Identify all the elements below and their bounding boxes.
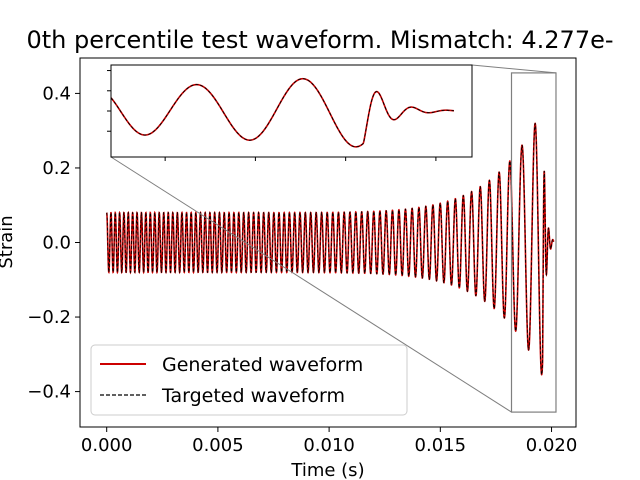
legend: Generated waveform Targeted waveform	[90, 344, 408, 416]
zoom-connector-top	[471, 64, 557, 74]
x-tick-label: 0.015	[415, 435, 467, 456]
x-tick-label: 0.010	[303, 435, 355, 456]
chart-title: 0th percentile test waveform. Mismatch: …	[26, 26, 613, 54]
y-tick-label: −0.4	[27, 382, 71, 403]
x-tick-label: 0.020	[526, 435, 578, 456]
zoom-indicator	[110, 64, 557, 413]
y-axis-label: Strain	[0, 215, 17, 268]
inset-plot-lines	[110, 77, 455, 148]
legend-label-targeted: Targeted waveform	[161, 385, 345, 407]
x-tick-label: 0.000	[81, 435, 133, 456]
x-tick-label: 0.005	[192, 435, 244, 456]
legend-label-generated: Generated waveform	[162, 354, 363, 376]
y-tick-label: 0.0	[42, 233, 71, 254]
zoom-region-box	[510, 72, 557, 413]
inset-line-targeted	[110, 78, 454, 148]
y-tick-label: −0.2	[27, 307, 71, 328]
main-plot-lines	[105, 122, 555, 376]
y-tick-label: 0.4	[42, 83, 71, 104]
series-line-targeted	[106, 122, 555, 376]
legend-box	[90, 344, 408, 416]
inset-background	[111, 65, 472, 157]
x-axis-ticks: 0.000 0.005 0.010 0.015 0.020	[81, 427, 577, 456]
y-tick-label: 0.2	[42, 158, 71, 179]
zoom-connector-bottom	[110, 156, 512, 413]
y-axis-ticks: 0.4 0.2 0.0 −0.2 −0.4	[27, 83, 80, 403]
inset-ticks	[107, 70, 437, 161]
x-axis-label: Time (s)	[290, 460, 364, 480]
